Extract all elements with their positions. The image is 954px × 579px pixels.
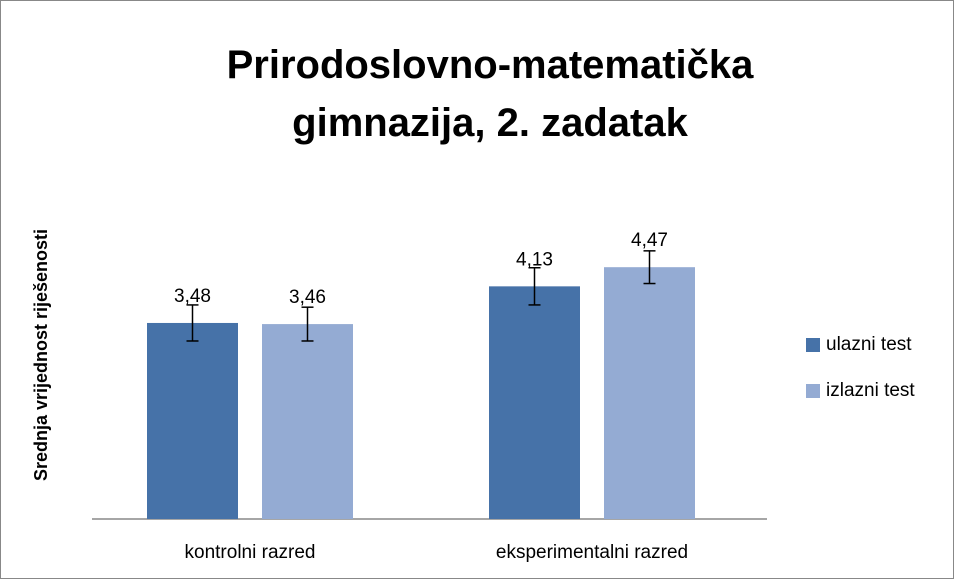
legend-label: ulazni test — [826, 334, 912, 355]
x-tick-label: kontrolni razred — [185, 542, 316, 563]
legend-label: izlazni test — [826, 380, 915, 401]
chart-title: Prirodoslovno-matematička gimnazija, 2. … — [226, 43, 754, 145]
bar — [147, 322, 238, 519]
y-axis-label: Srednja vrijednost riješenosti — [31, 229, 51, 481]
bar — [489, 286, 580, 519]
data-label: 3,48 — [174, 286, 211, 307]
x-tick-label: eksperimentalni razred — [496, 542, 688, 563]
data-label: 3,46 — [289, 287, 326, 308]
legend-swatch — [806, 384, 820, 398]
bar — [262, 324, 353, 519]
bar — [604, 267, 695, 519]
data-label: 4,47 — [631, 230, 668, 251]
legend-swatch — [806, 338, 820, 352]
data-label: 4,13 — [516, 249, 553, 270]
